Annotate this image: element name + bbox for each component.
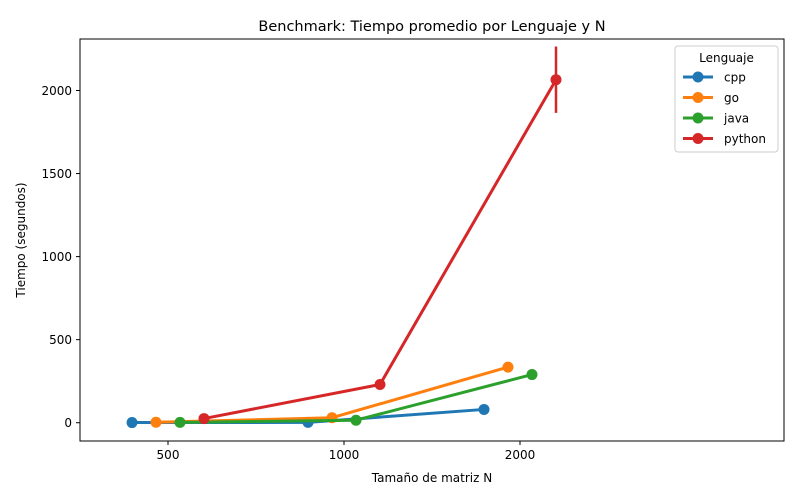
x-tick-label: 2000	[505, 448, 536, 462]
legend-swatch-marker	[692, 71, 704, 83]
y-tick-label: 500	[49, 333, 72, 347]
y-tick-label: 1500	[41, 167, 72, 181]
data-point-python	[550, 74, 562, 86]
data-point-cpp	[478, 403, 490, 415]
y-axis-label: Tiempo (segundos)	[14, 182, 28, 298]
data-point-java	[350, 414, 362, 426]
data-point-python	[198, 413, 210, 425]
x-axis: 500 1000 2000	[157, 441, 536, 462]
legend-label: java	[723, 112, 749, 126]
y-axis: 0 500 1000 1500 2000	[41, 84, 80, 430]
data-point-python	[374, 379, 386, 391]
data-point-java	[174, 416, 186, 428]
series-layer	[126, 46, 562, 429]
y-tick-label: 0	[64, 416, 72, 430]
legend-label: go	[724, 91, 739, 105]
data-point-java	[526, 369, 538, 381]
x-tick-label: 500	[157, 448, 180, 462]
y-tick-label: 2000	[41, 84, 72, 98]
legend-title: Lenguaje	[699, 51, 754, 65]
y-tick-label: 1000	[41, 250, 72, 264]
legend-swatch-marker	[692, 112, 704, 124]
data-point-go	[502, 361, 514, 373]
legend-swatch-marker	[692, 133, 704, 144]
legend-swatch-marker	[692, 92, 704, 103]
plot-frame	[79, 38, 785, 442]
legend-label: cpp	[724, 71, 746, 85]
plot-area	[79, 38, 785, 442]
x-tick-label: 1000	[329, 448, 360, 462]
data-point-cpp	[126, 417, 138, 429]
chart-title: Benchmark: Tiempo promedio por Lenguaje …	[258, 19, 605, 35]
legend: Lenguaje cpp go java python	[674, 45, 779, 153]
x-axis-label: Tamaño de matriz N	[371, 471, 492, 485]
legend-label: python	[724, 132, 766, 146]
data-point-go	[150, 416, 162, 428]
